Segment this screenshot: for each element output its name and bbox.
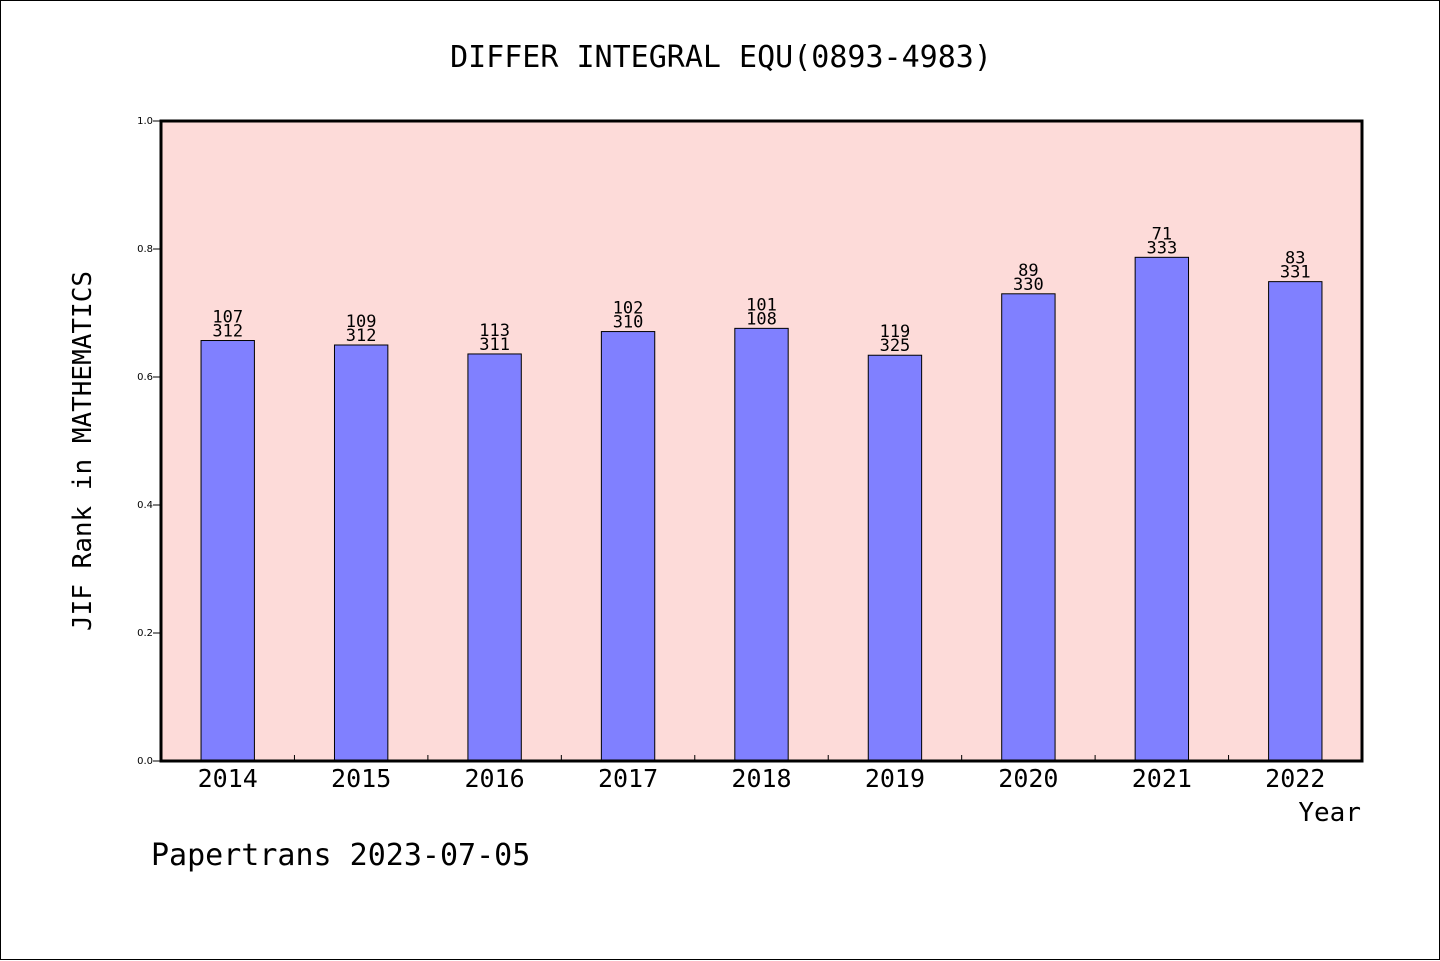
bar-data-label: 71 (1152, 224, 1172, 244)
bar-data-label: 312 (212, 322, 243, 342)
bar-2017 (600, 331, 656, 762)
plot-border (159, 119, 1364, 763)
bar-2015 (333, 344, 389, 762)
footer-text: Papertrans 2023-07-05 (151, 838, 530, 873)
x-tick-label: 2020 (998, 764, 1058, 793)
bar-2018 (734, 327, 789, 762)
x-axis-label: Year (1298, 798, 1361, 828)
bar-data-label: 102 (613, 299, 644, 319)
bar-data-label: 109 (346, 312, 377, 332)
bar-data-label: 119 (880, 322, 911, 342)
bar-data-label: 312 (346, 326, 377, 346)
bar-2022 (1268, 281, 1323, 762)
y-tick-label: 0.6 (137, 372, 153, 383)
bar-data-label: 331 (1280, 263, 1311, 283)
bar-data-label: 333 (1146, 238, 1177, 258)
bar-2020 (1001, 293, 1056, 762)
bar-data-label: 101 (746, 295, 777, 315)
x-tick-label: 2017 (598, 764, 658, 793)
bar-data-label: 311 (479, 335, 510, 355)
x-tick-label: 2019 (865, 764, 925, 793)
bar-2021 (1134, 256, 1190, 762)
bar-data-label: 113 (479, 321, 510, 341)
x-tick-label: 2021 (1132, 764, 1192, 793)
chart-title: DIFFER INTEGRAL EQU(0893-4983) (450, 40, 992, 75)
bar-data-label: 325 (880, 336, 911, 356)
y-axis-label: JIF Rank in MATHEMATICS (68, 271, 98, 631)
y-axis: 0.0 0.2 0.4 0.6 0.8 1.0 (137, 116, 161, 767)
x-tick-label: 2018 (731, 764, 791, 793)
x-tick-label: 2022 (1265, 764, 1325, 793)
x-tick-label: 2015 (331, 764, 391, 793)
y-tick-label: 0.8 (137, 244, 153, 255)
y-tick-label: 1.0 (137, 116, 153, 127)
bar-data-label: 108 (746, 309, 777, 329)
bar-2016 (467, 353, 522, 762)
y-tick-label: 0.0 (137, 756, 153, 767)
bar-data-label: 107 (212, 308, 243, 328)
x-tick-label: 2014 (198, 764, 258, 793)
x-axis: 2014 2015 2016 2017 2018 2019 2020 2021 2022 (198, 755, 1325, 793)
x-tick-label: 2016 (465, 764, 525, 793)
bar-2014 (200, 340, 255, 762)
bar-data-label: 83 (1285, 249, 1305, 269)
y-tick-label: 0.2 (137, 628, 153, 639)
bar-2019 (867, 354, 923, 762)
bar-data-label: 89 (1018, 261, 1038, 281)
bar-data-label: 330 (1013, 275, 1044, 295)
y-tick-label: 0.4 (137, 500, 153, 511)
bar-data-label: 310 (613, 313, 644, 333)
